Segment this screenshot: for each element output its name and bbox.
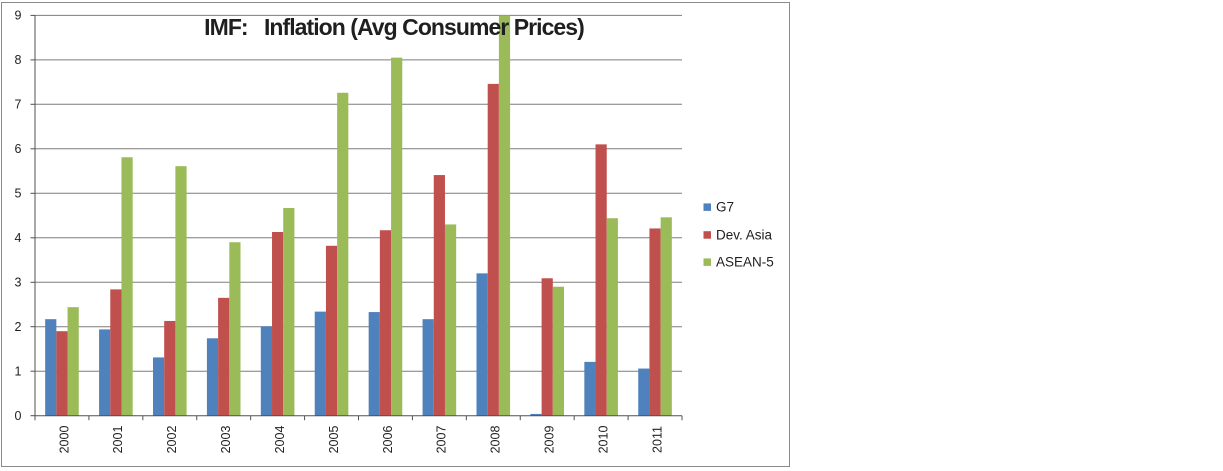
svg-text:3: 3 [15,276,22,290]
svg-text:2002: 2002 [165,426,179,454]
svg-text:7: 7 [15,98,22,112]
svg-text:ASEAN-5: ASEAN-5 [716,255,774,270]
svg-text:2011: 2011 [650,426,664,453]
svg-text:9: 9 [15,9,22,23]
svg-text:2000: 2000 [57,426,71,454]
svg-text:8: 8 [15,53,22,67]
svg-text:2007: 2007 [435,426,449,454]
svg-text:2009: 2009 [543,426,557,454]
svg-text:2005: 2005 [327,426,341,454]
svg-text:IMF: Inflation (Avg Consumer: IMF: Inflation (Avg Consumer Prices) [204,14,584,40]
svg-text:2010: 2010 [596,426,610,454]
svg-text:5: 5 [15,187,22,201]
svg-text:6: 6 [15,142,22,156]
svg-text:2004: 2004 [273,426,287,454]
svg-text:4: 4 [15,231,22,245]
svg-text:0: 0 [15,409,22,423]
svg-text:2003: 2003 [219,426,233,454]
svg-text:2008: 2008 [489,426,503,454]
svg-text:G7: G7 [716,200,734,215]
svg-text:2006: 2006 [381,426,395,454]
svg-text:2: 2 [15,320,22,334]
svg-text:Dev. Asia: Dev. Asia [716,228,773,243]
svg-text:2001: 2001 [111,426,125,454]
svg-text:1: 1 [15,364,22,378]
